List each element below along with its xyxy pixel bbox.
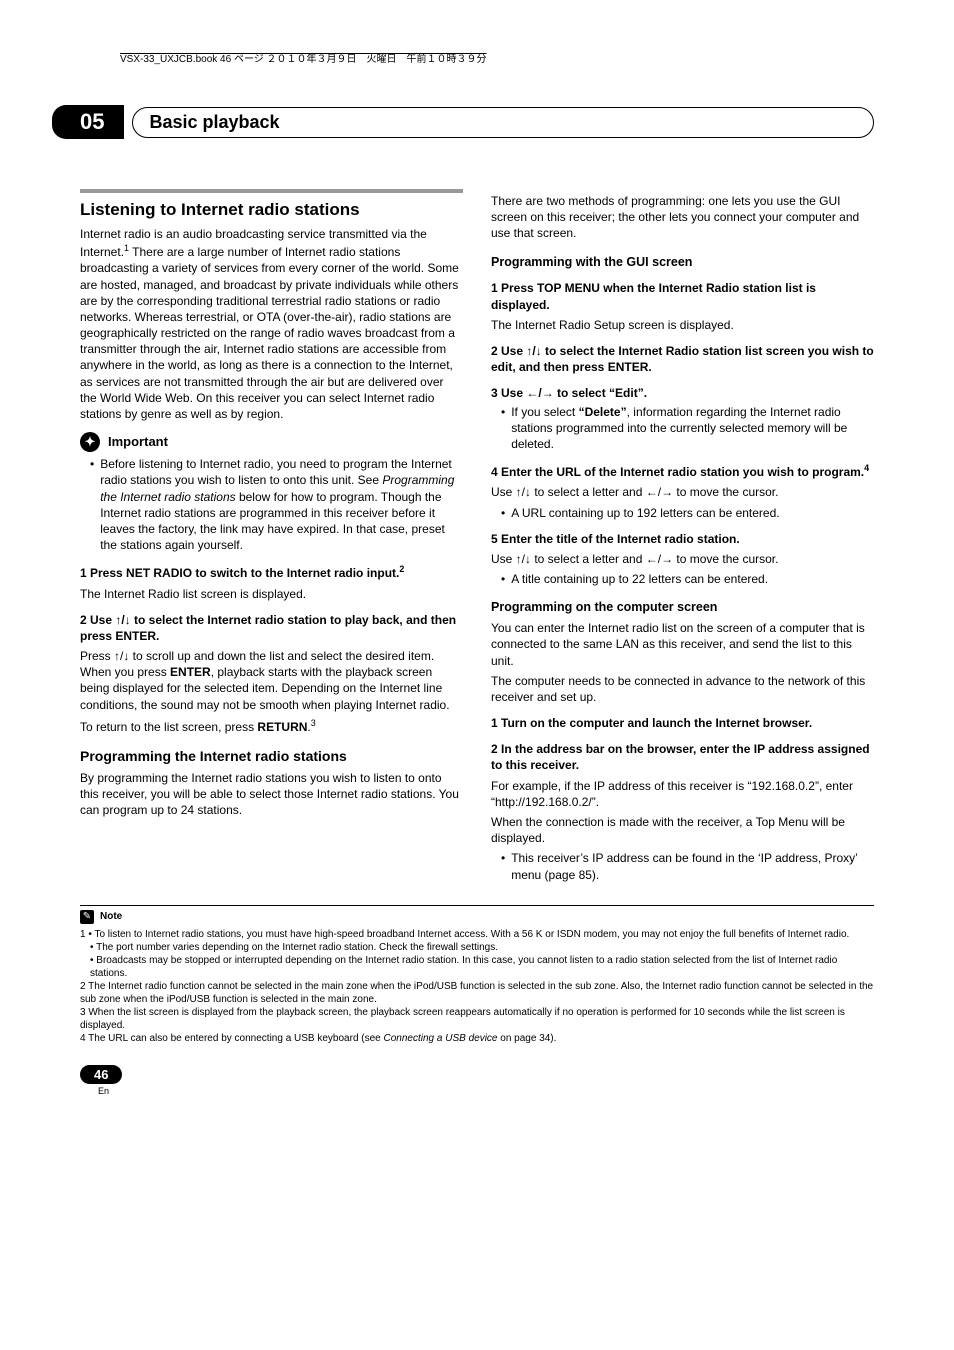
book-header-line: VSX-33_UXJCB.book 46 ページ ２０１０年３月９日 火曜日 午… <box>120 50 874 65</box>
footnote-4c: on page 34). <box>497 1033 556 1044</box>
chapter-number-badge: 05 <box>52 105 124 139</box>
page-lang: En <box>98 1086 874 1096</box>
step-1-head: 1 Press NET RADIO to switch to the Inter… <box>80 563 463 581</box>
return-a: To return to the list screen, press <box>80 720 257 734</box>
chapter-header: 05 Basic playback <box>80 105 874 139</box>
g4-head-text: 4 Enter the URL of the Internet radio st… <box>491 465 864 479</box>
gui-step-4-bullet: • A URL containing up to 192 letters can… <box>501 505 874 521</box>
bullet-dot: • <box>501 505 505 521</box>
computer-p2: The computer needs to be connected in ad… <box>491 673 874 705</box>
comp-step-1-head: 1 Turn on the computer and launch the In… <box>491 715 874 731</box>
footnote-4a: 4 The URL can also be entered by connect… <box>80 1033 384 1044</box>
step-1-head-text: 1 Press NET RADIO to switch to the Inter… <box>80 566 399 580</box>
g5-bullet-text: A title containing up to 22 letters can … <box>511 571 768 587</box>
step-2-body: Press ↑/↓ to scroll up and down the list… <box>80 648 463 713</box>
right-column: There are two methods of programming: on… <box>491 189 874 885</box>
subsection-body: By programming the Internet radio statio… <box>80 770 463 819</box>
gui-step-5-body: Use ↑/↓ to select a letter and ←/→ to mo… <box>491 551 874 567</box>
gui-step-2-head: 2 Use ↑/↓ to select the Internet Radio s… <box>491 343 874 375</box>
subsection-title: Programming the Internet radio stations <box>80 747 463 766</box>
important-text: Before listening to Internet radio, you … <box>100 456 463 553</box>
comp-step-2: 2 In the address bar on the browser, ent… <box>491 741 874 883</box>
bullet-dot: • <box>90 456 94 553</box>
gui-step-5-head: 5 Enter the title of the Internet radio … <box>491 531 874 547</box>
gui-step-5: 5 Enter the title of the Internet radio … <box>491 531 874 588</box>
gui-step-5-bullet: • A title containing up to 22 letters ca… <box>501 571 874 587</box>
footnote-3: 3 When the list screen is displayed from… <box>80 1006 874 1032</box>
footnote-ref-2: 2 <box>399 564 404 574</box>
footnote-1c: • Broadcasts may be stopped or interrupt… <box>90 954 874 980</box>
footnotes: ✎ Note 1 • To listen to Internet radio s… <box>80 905 874 1045</box>
step-2: 2 Use ↑/↓ to select the Internet radio s… <box>80 612 463 735</box>
page: VSX-33_UXJCB.book 46 ページ ２０１０年３月９日 火曜日 午… <box>0 0 954 1136</box>
bullet-dot: • <box>501 404 505 453</box>
footnote-ref-3: 3 <box>311 718 316 728</box>
important-heading: ✦ Important <box>80 432 463 452</box>
important-icon: ✦ <box>80 432 100 452</box>
important-bullet: • Before listening to Internet radio, yo… <box>90 456 463 553</box>
gui-step-3-text: If you select “Delete”, information rega… <box>511 404 874 453</box>
delete-keyword: “Delete” <box>579 405 627 419</box>
c2-bullet-text: This receiver’s IP address can be found … <box>511 850 874 882</box>
footnote-2: 2 The Internet radio function cannot be … <box>80 980 874 1006</box>
footnote-1a: 1 • To listen to Internet radio stations… <box>80 928 874 941</box>
chapter-title: Basic playback <box>132 107 874 138</box>
comp-step-1: 1 Turn on the computer and launch the In… <box>491 715 874 731</box>
footnote-4b: Connecting a USB device <box>384 1033 498 1044</box>
comp-step-2-body2: When the connection is made with the rec… <box>491 814 874 846</box>
page-number: 46 <box>80 1065 122 1084</box>
enter-keyword: ENTER <box>170 665 211 679</box>
footnote-4: 4 The URL can also be entered by connect… <box>80 1032 874 1045</box>
section-rule <box>80 189 463 193</box>
bullet-dot: • <box>501 571 505 587</box>
section-title: Listening to Internet radio stations <box>80 199 463 222</box>
step-2-return: To return to the list screen, press RETU… <box>80 717 463 735</box>
computer-title: Programming on the computer screen <box>491 599 874 616</box>
gui-step-4-body: Use ↑/↓ to select a letter and ←/→ to mo… <box>491 484 874 500</box>
important-label: Important <box>108 433 168 451</box>
left-column: Listening to Internet radio stations Int… <box>80 189 463 885</box>
intro-b: There are a large number of Internet rad… <box>80 245 459 421</box>
return-keyword: RETURN <box>257 720 307 734</box>
gui-step-1-head: 1 Press TOP MENU when the Internet Radio… <box>491 280 874 312</box>
gui-step-3-head: 3 Use ←/→ to select “Edit”. <box>491 385 874 401</box>
content-columns: Listening to Internet radio stations Int… <box>80 189 874 885</box>
comp-step-2-body1: For example, if the IP address of this r… <box>491 778 874 810</box>
footnote-1b: • The port number varies depending on th… <box>90 941 874 954</box>
note-icon: ✎ <box>80 910 94 924</box>
page-number-block: 46 En <box>80 1065 874 1096</box>
computer-p1: You can enter the Internet radio list on… <box>491 620 874 669</box>
g3-a: If you select <box>511 405 578 419</box>
gui-step-1: 1 Press TOP MENU when the Internet Radio… <box>491 280 874 333</box>
gui-title: Programming with the GUI screen <box>491 254 874 271</box>
bullet-dot: • <box>501 850 505 882</box>
comp-step-2-bullet: • This receiver’s IP address can be foun… <box>501 850 874 882</box>
gui-step-3: 3 Use ←/→ to select “Edit”. • If you sel… <box>491 385 874 452</box>
step-1: 1 Press NET RADIO to switch to the Inter… <box>80 563 463 601</box>
step-1-body: The Internet Radio list screen is displa… <box>80 586 463 602</box>
gui-step-4: 4 Enter the URL of the Internet radio st… <box>491 462 874 521</box>
g4-bullet-text: A URL containing up to 192 letters can b… <box>511 505 779 521</box>
gui-step-1-body: The Internet Radio Setup screen is displ… <box>491 317 874 333</box>
comp-step-2-head: 2 In the address bar on the browser, ent… <box>491 741 874 773</box>
intro-paragraph: Internet radio is an audio broadcasting … <box>80 226 463 422</box>
footnote-ref-4: 4 <box>864 463 869 473</box>
note-heading: ✎ Note <box>80 910 874 924</box>
gui-step-2: 2 Use ↑/↓ to select the Internet Radio s… <box>491 343 874 375</box>
gui-step-3-bullet: • If you select “Delete”, information re… <box>501 404 874 453</box>
note-label: Note <box>100 910 122 923</box>
step-2-head: 2 Use ↑/↓ to select the Internet radio s… <box>80 612 463 644</box>
gui-step-4-head: 4 Enter the URL of the Internet radio st… <box>491 462 874 480</box>
right-intro: There are two methods of programming: on… <box>491 193 874 242</box>
